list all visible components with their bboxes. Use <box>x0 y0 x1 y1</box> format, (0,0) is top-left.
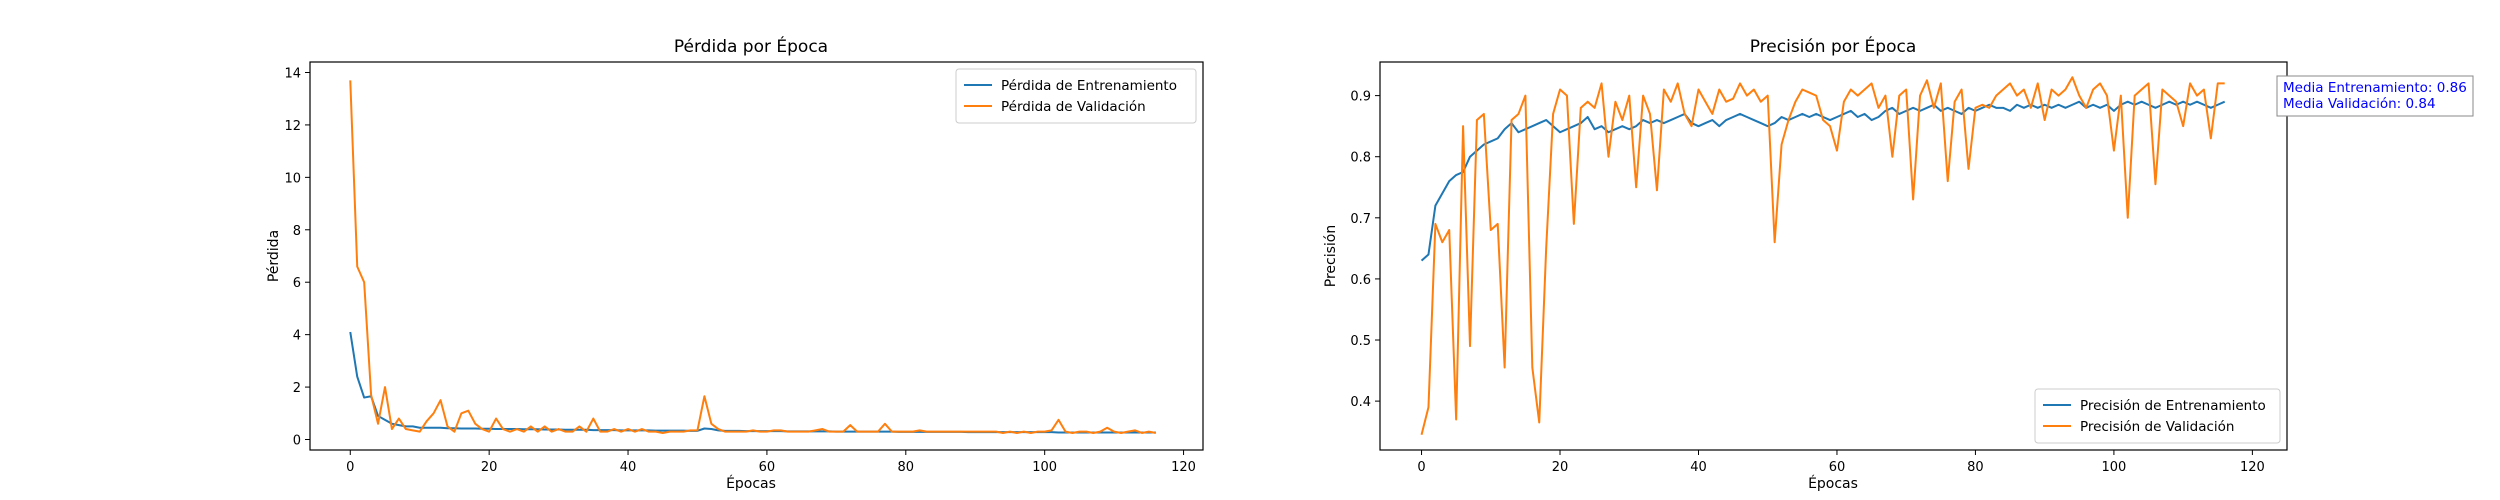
loss-chart-title: Pérdida por Época <box>674 35 828 57</box>
accuracy-legend-label-1: Precisión de Validación <box>2080 419 2235 435</box>
loss-series-group <box>349 80 1156 434</box>
accuracy-ytick-label: 0.6 <box>1350 273 1371 288</box>
accuracy-xtick-label: 80 <box>1967 460 1984 475</box>
loss-ytick-label: 2 <box>293 381 301 396</box>
accuracy-legend: Precisión de Entrenamiento Precisión de V… <box>2034 388 2281 444</box>
accuracy-xtick-label: 20 <box>1552 460 1569 475</box>
accuracy-series-group <box>1420 76 2226 435</box>
accuracy-xtick-label: 60 <box>1829 460 1846 475</box>
accuracy-annotation-line-0: Media Entrenamiento: 0.86 <box>2283 80 2467 96</box>
accuracy-axes-frame <box>1379 61 2288 451</box>
loss-xtick-label: 20 <box>481 460 498 475</box>
loss-ytick-label: 0 <box>293 434 301 449</box>
accuracy-xtick-label: 100 <box>2101 460 2126 475</box>
accuracy-xtick-label: 120 <box>2240 460 2265 475</box>
loss-ytick-label: 4 <box>293 329 301 344</box>
loss-ytick-label: 12 <box>284 119 301 134</box>
loss-chart-xlabel: Épocas <box>726 475 776 492</box>
loss-legend-box <box>955 68 1197 124</box>
accuracy-ytick-label: 0.4 <box>1350 395 1371 410</box>
loss-xtick-label: 100 <box>1032 460 1057 475</box>
accuracy-series-line-1 <box>1420 76 2225 435</box>
accuracy-chart-xlabel: Épocas <box>1808 475 1858 492</box>
accuracy-ytick-label: 0.9 <box>1350 90 1371 105</box>
loss-ytick-label: 14 <box>284 66 301 81</box>
loss-series-line-1 <box>349 80 1156 434</box>
accuracy-xtick-label: 0 <box>1417 460 1425 475</box>
loss-xtick-label: 40 <box>620 460 637 475</box>
accuracy-legend-label-0: Precisión de Entrenamiento <box>2080 398 2266 414</box>
loss-xtick-label: 0 <box>346 460 354 475</box>
accuracy-legend-box <box>2034 388 2281 444</box>
loss-xtick-label: 120 <box>1171 460 1196 475</box>
loss-xtick-label: 80 <box>898 460 915 475</box>
accuracy-chart: Precisión por Época Épocas Precisión 0 20… <box>1323 35 2474 492</box>
loss-axes-frame <box>309 61 1204 451</box>
accuracy-chart-ylabel: Precisión <box>1323 225 1339 287</box>
loss-legend: Pérdida de Entrenamiento Pérdida de Valid… <box>955 68 1197 124</box>
loss-chart: Pérdida por Época Épocas Pérdida 0 20 40 60… <box>266 35 1204 492</box>
loss-ytick-label: 6 <box>293 276 301 291</box>
accuracy-ytick-label: 0.8 <box>1350 151 1371 166</box>
accuracy-ytick-label: 0.5 <box>1350 334 1371 349</box>
accuracy-xtick-label: 40 <box>1690 460 1707 475</box>
accuracy-ytick-label: 0.7 <box>1350 212 1371 227</box>
loss-legend-label-1: Pérdida de Validación <box>1001 99 1146 115</box>
accuracy-annotation-box <box>2276 75 2474 117</box>
loss-ytick-label: 10 <box>284 171 301 186</box>
loss-ytick-label: 8 <box>293 224 301 239</box>
loss-legend-label-0: Pérdida de Entrenamiento <box>1001 78 1177 94</box>
accuracy-chart-title: Precisión por Época <box>1750 35 1917 57</box>
loss-chart-ylabel: Pérdida <box>266 230 282 282</box>
accuracy-annotation-line-1: Media Validación: 0.84 <box>2283 96 2436 112</box>
loss-xtick-label: 60 <box>759 460 776 475</box>
